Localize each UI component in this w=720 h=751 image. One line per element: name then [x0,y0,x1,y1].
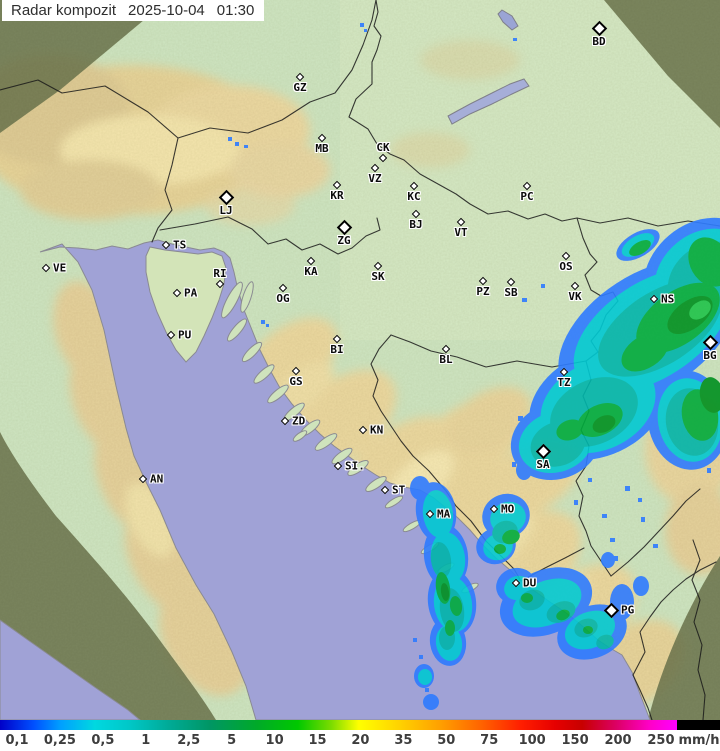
city-code-label: OG [276,292,290,305]
title-time: 01:30 [216,2,255,19]
city-code-label: OS [559,260,573,273]
legend-value: 1 [141,733,151,748]
city-code-label: PG [621,603,635,617]
city-code-label: SA [536,458,550,471]
city-code-label: PA [184,286,198,300]
legend-value: 0,1 [5,733,29,748]
city-code-label: BI [330,343,344,356]
city-code-label: MB [315,142,329,155]
city-code-label: VE [53,261,67,275]
app-title: Radar kompozit [11,2,117,19]
city-code-label: KR [330,189,344,202]
title-bar: Radar kompozit 2025-10-04 01:30 [2,0,265,21]
city-code-label: BL [439,353,453,366]
legend: 0,1 0,25 0,5 1 2,5 5 10 15 20 35 50 75 100 150 200 250 m… [0,720,720,751]
lake-neusiedl [497,9,519,31]
radar-map [0,0,720,720]
city-code-label: ZG [337,234,351,247]
city-code-label: VT [454,226,468,239]
title-date: 2025-10-04 [128,2,205,19]
legend-value: 150 [561,733,589,748]
city-code-label: SI. [345,459,365,473]
city-code-label: BD [592,35,606,48]
city-code-label: CK [376,141,390,154]
city-code-label: PZ [476,285,490,298]
city-code-label: TS [173,238,187,252]
precipitation [228,23,720,710]
legend-value: 50 [437,733,456,748]
city-code-label: KC [407,190,421,203]
lake-balaton [447,78,530,125]
legend-value: 75 [480,733,499,748]
city-code-label: MA [437,507,451,521]
city-code-label: ZD [292,414,306,428]
city-code-label: TZ [557,376,571,389]
legend-value: 35 [394,733,413,748]
legend-value: 10 [265,733,284,748]
city-code-label: DU [523,576,537,590]
city-code-label: PU [178,328,192,342]
legend-value: 5 [227,733,237,748]
city-code-label: SB [504,286,518,299]
city-code-label: KA [304,265,318,278]
city-code-label: BJ [409,218,423,231]
city-code-label: PC [520,190,534,203]
city-code-label: BG [703,349,717,362]
legend-value: 200 [604,733,632,748]
city-code-label: GS [289,375,303,388]
city-code-label: VZ [368,172,382,185]
legend-value: 100 [518,733,546,748]
legend-value: 20 [351,733,370,748]
islands [221,281,479,594]
legend-value: 15 [308,733,327,748]
legend-value: 250 [647,733,675,748]
city-code-label: AN [150,472,164,486]
sea [0,9,651,720]
city-code-label: ST [392,483,406,497]
city-code-label: KN [370,423,384,437]
city-code-label: MO [501,502,515,516]
legend-value: 0,5 [91,733,115,748]
legend-color-scale [0,720,677,730]
city-code-label: RI [213,267,227,280]
city-code-label: NS [661,292,675,306]
city-code-label: VK [568,290,582,303]
city-code-label: SK [371,270,385,283]
legend-labels: 0,1 0,25 0,5 1 2,5 5 10 15 20 35 50 75 100 150 200 250 m… [0,730,720,751]
legend-value: 2,5 [177,733,201,748]
city-code-label: GZ [293,81,307,94]
city-code-label: LJ [219,204,233,217]
legend-value: 0,25 [43,733,76,748]
legend-unit: mm/h [678,733,720,748]
